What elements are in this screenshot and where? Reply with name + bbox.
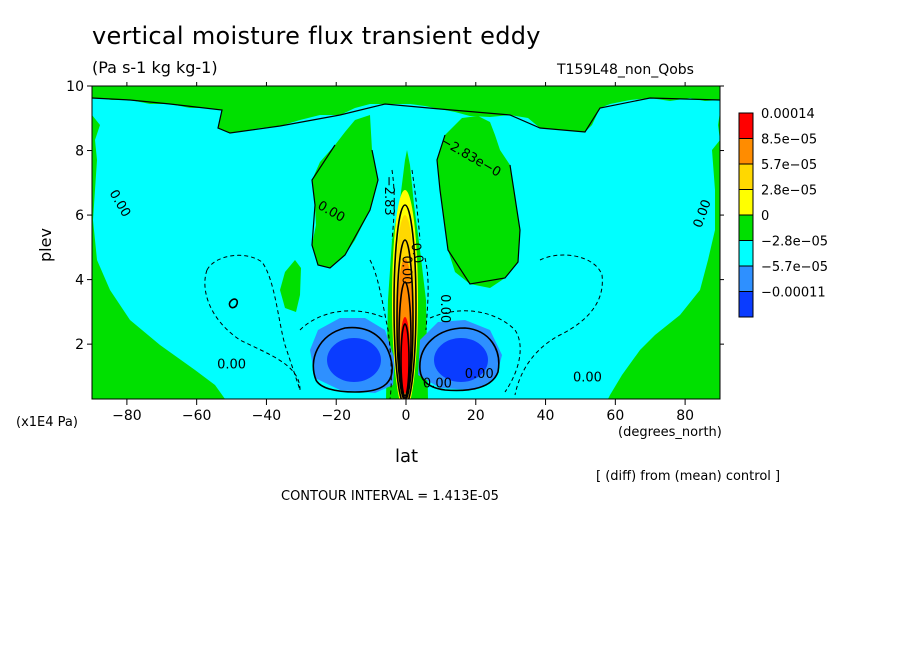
contour-dashed-1 — [206, 254, 301, 391]
green-region-south-tongue — [312, 115, 378, 268]
zero-contour-lines — [92, 97, 720, 285]
x-axis-label: lat — [395, 446, 419, 467]
x-axis: −80 −60 −40 −20 0 20 40 60 80 — [112, 82, 694, 424]
contour-label: −2.83 — [381, 176, 396, 216]
colorbar: 0.00014 8.5e−05 5.7e−05 2.8e−05 0 −2.8e−05 −5.… — [738, 107, 828, 318]
contour-solid-south-outer — [312, 326, 393, 393]
colorbar-label: −0.00011 — [761, 286, 826, 301]
green-region-north-polar — [608, 112, 720, 399]
colorbar-label: 2.8e−05 — [761, 184, 817, 199]
contour-dashed-7 — [424, 257, 429, 331]
run-label: T159L48_non_Qobs — [557, 62, 694, 78]
green-region-south-blob — [280, 260, 301, 312]
plot-area: 0.000.000.00 0.000.000.000.000.00 0.00−2.8… — [92, 86, 720, 399]
x-tick-label: −60 — [182, 408, 212, 424]
x-axis-units: (degrees_north) — [618, 425, 722, 440]
zero-contour-south-tongue — [311, 144, 379, 269]
contour-lines-solid — [228, 204, 500, 399]
y-axis-units: (x1E4 Pa) — [16, 415, 78, 430]
contour-label: 0.00 — [399, 255, 414, 284]
x-tick-label: −80 — [112, 408, 142, 424]
contour-dashed-5 — [429, 310, 521, 393]
contour-label: 0.00 — [437, 294, 452, 323]
diff-note: [ (diff) from (mean) control ] — [596, 469, 781, 484]
colorbar-label: 0 — [761, 209, 769, 224]
contour-label: 0.00 — [217, 357, 246, 372]
green-region-top — [92, 86, 720, 133]
contour-solid-plume-3 — [398, 281, 412, 399]
contour-label: 0.00 — [423, 377, 452, 392]
x-tick-label: 60 — [606, 408, 624, 424]
contour-dashed-9 — [411, 169, 421, 241]
x-tick-label: 80 — [676, 408, 694, 424]
y-tick-label: 10 — [66, 79, 84, 95]
y-tick-label: 8 — [75, 144, 84, 160]
green-region-north-tongue — [437, 116, 520, 288]
colorbar-label: 0.00014 — [761, 107, 815, 122]
y-axis: 2 4 6 8 10 — [66, 79, 724, 353]
deep-blue-core-south — [327, 338, 381, 382]
x-tick-label: 40 — [537, 408, 555, 424]
colorbar-label: −5.7e−05 — [761, 260, 828, 275]
colorbar-swatch — [738, 240, 754, 267]
colorbar-label: 5.7e−05 — [761, 158, 817, 173]
contour-solid-plume-4 — [400, 323, 410, 397]
colorbar-label: 8.5e−05 — [761, 133, 817, 148]
y-tick-label: 4 — [75, 273, 84, 289]
contour-label: 0.00 — [573, 370, 602, 385]
x-tick-label: −20 — [321, 408, 351, 424]
colorbar-swatch — [738, 265, 754, 292]
x-tick-label: 0 — [402, 408, 411, 424]
y-tick-label: 2 — [75, 337, 84, 353]
colorbar-swatch — [738, 214, 754, 241]
contour-dashed-4 — [299, 310, 386, 331]
y-axis-label: plev — [36, 228, 55, 262]
contour-lines-dashed — [204, 169, 603, 399]
colorbar-label: −2.8e−05 — [761, 235, 828, 250]
contour-dashed-3 — [514, 254, 603, 396]
contour-solid-plume-2 — [396, 239, 414, 399]
contour-solid-plume-1 — [393, 204, 417, 399]
chart-units: (Pa s-1 kg kg-1) — [92, 58, 218, 77]
zero-contour-top — [92, 97, 720, 134]
x-tick-label: −40 — [252, 408, 282, 424]
chart-title: vertical moisture flux transient eddy — [92, 22, 541, 50]
x-tick-label: 20 — [467, 408, 485, 424]
colorbar-swatch — [738, 163, 754, 190]
contour-label: 0.0 — [407, 242, 425, 265]
contour-dashed-6 — [369, 259, 392, 399]
contour-interval-label: CONTOUR INTERVAL = 1.413E-05 — [281, 489, 499, 504]
colorbar-swatch — [738, 138, 754, 165]
zero-contour-north-tongue — [436, 134, 521, 285]
contour-solid-north-outer — [419, 327, 500, 392]
colorbar-swatch — [738, 112, 754, 139]
colorbar-swatch — [738, 291, 754, 318]
contour-label: 0.00 — [465, 367, 494, 382]
y-tick-label: 6 — [75, 208, 84, 224]
deep-blue-core-north — [434, 338, 488, 382]
green-region-south-polar — [92, 115, 225, 399]
contour-dashed-8 — [391, 169, 395, 241]
contour-solid-loop-small — [228, 298, 239, 309]
colorbar-swatch — [738, 189, 754, 216]
